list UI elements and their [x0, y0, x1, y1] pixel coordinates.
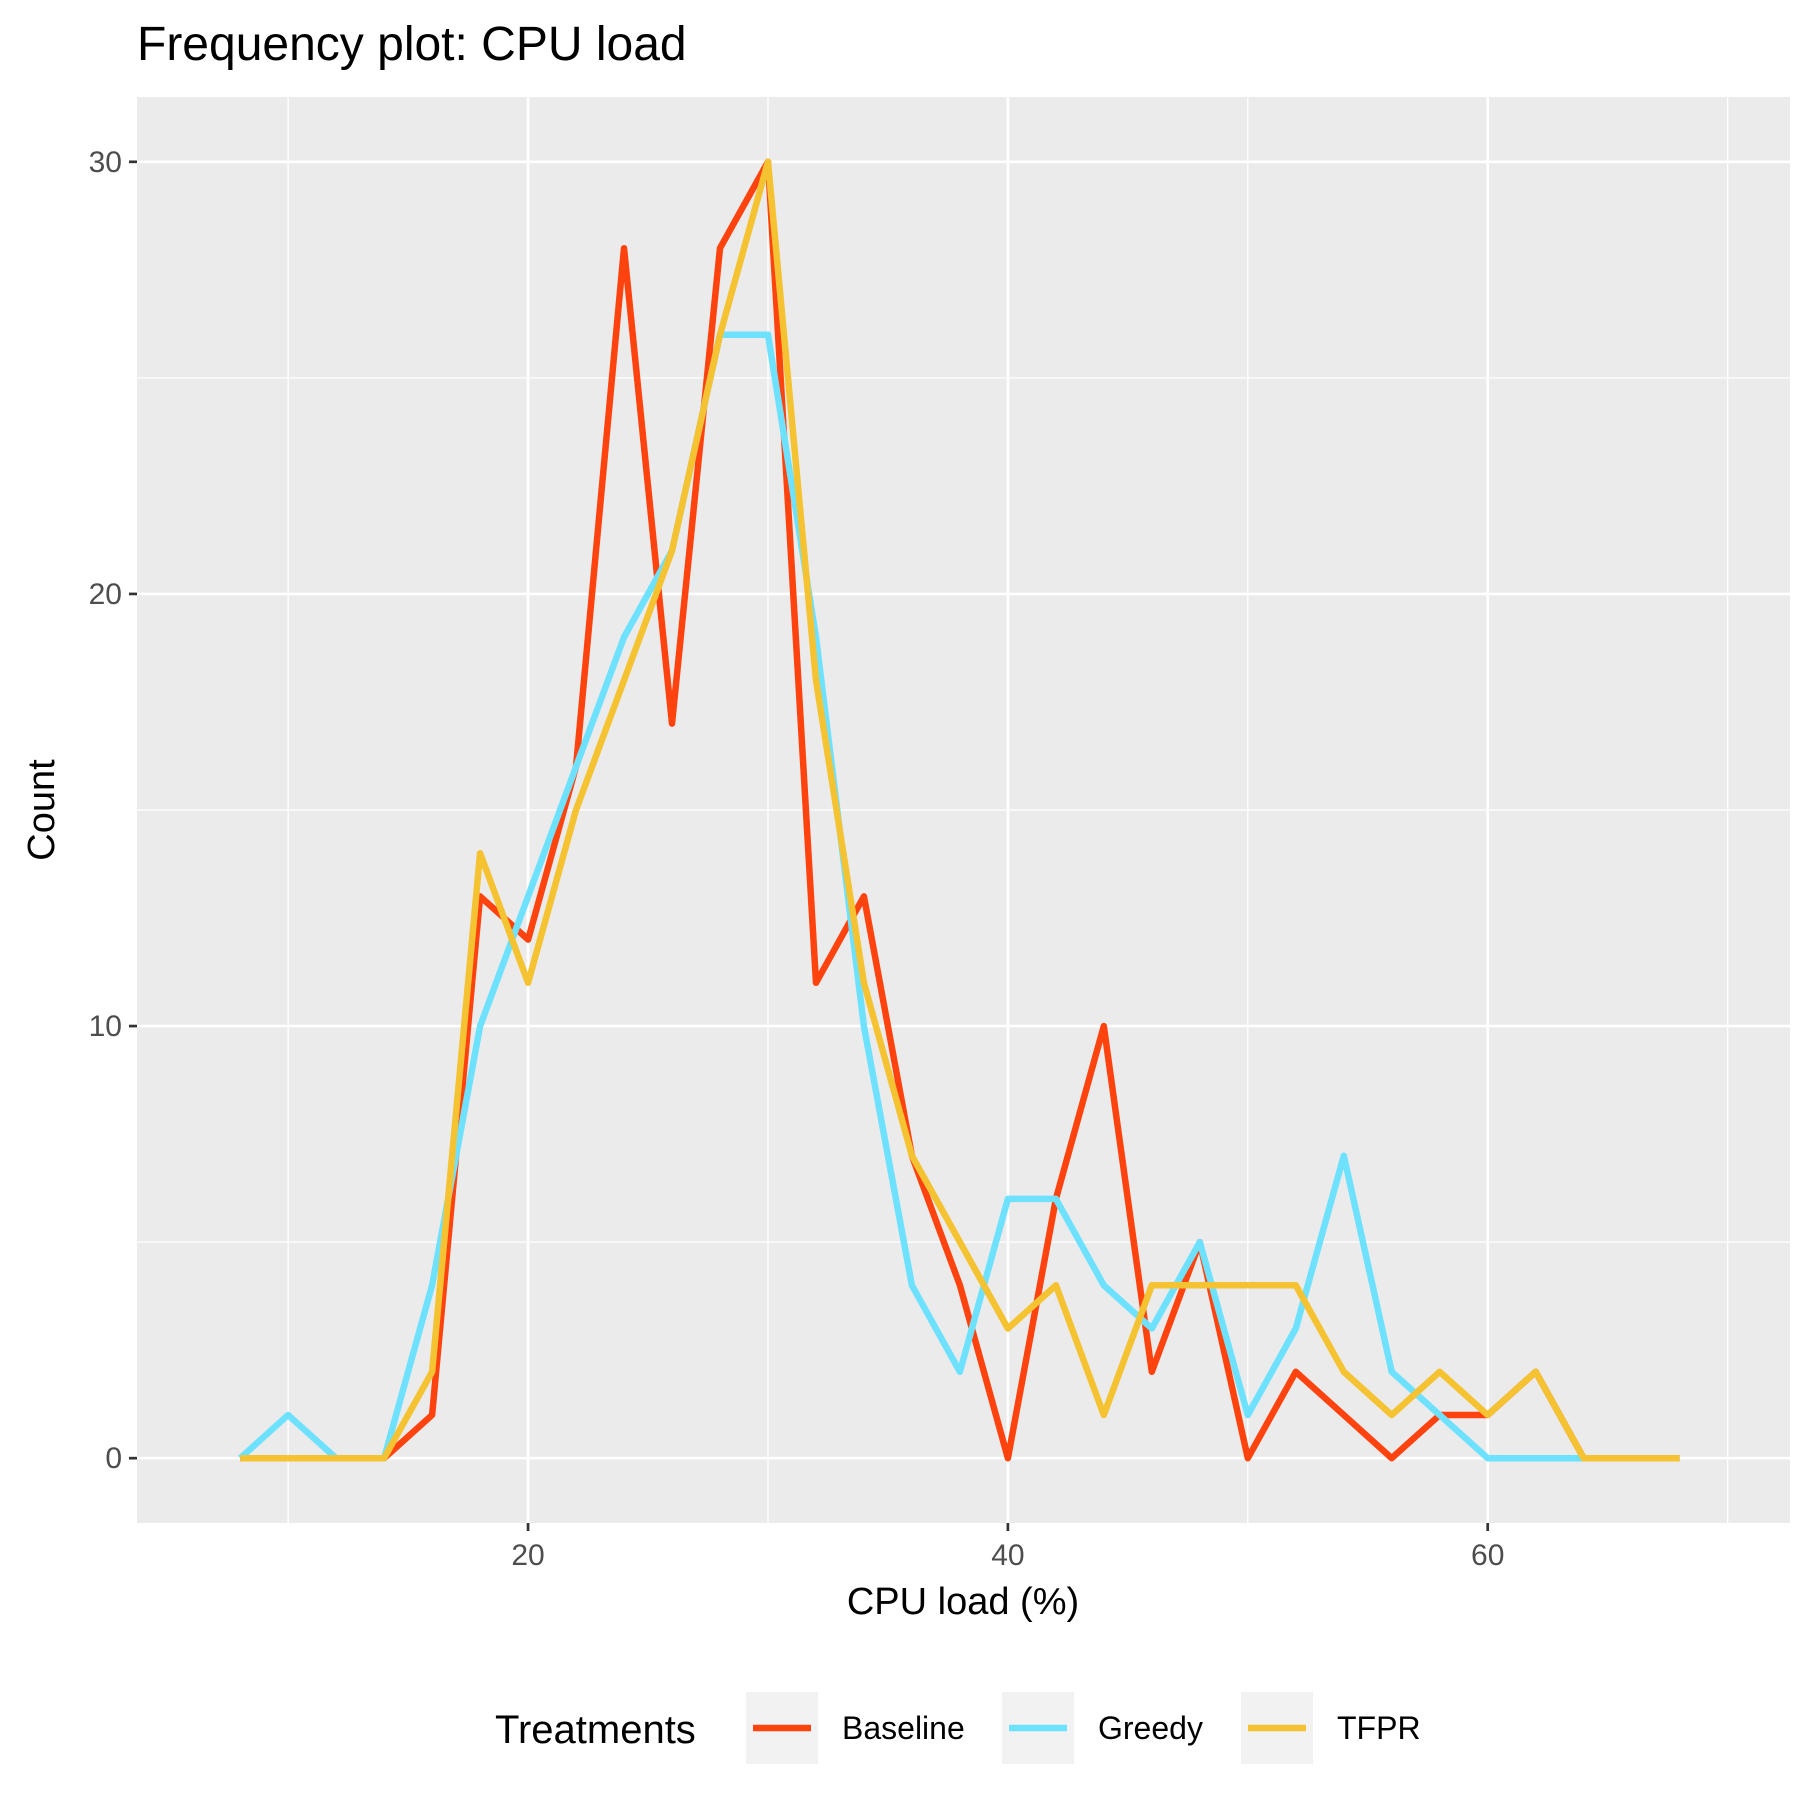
series-line-tfpr	[240, 158, 1680, 1462]
y-tick-label: 0	[105, 1442, 122, 1475]
y-tick-label: 30	[89, 146, 122, 179]
x-tick-label: 20	[511, 1539, 544, 1572]
y-tick-label: 20	[89, 578, 122, 611]
chart-title: Frequency plot: CPU load	[137, 18, 687, 71]
y-axis-title: Count	[21, 759, 63, 861]
legend-items: Baseline Greedy TFPR	[746, 1692, 1421, 1764]
legend-label-greedy: Greedy	[1098, 1710, 1203, 1746]
series-layer	[238, 158, 1680, 1462]
legend-label-baseline: Baseline	[842, 1710, 965, 1746]
series-line-greedy	[238, 331, 1680, 1462]
x-tick-label: 40	[991, 1539, 1024, 1572]
x-axis: 20 40 60	[511, 1523, 1504, 1572]
legend: Treatments Baseline Greedy TFPR	[495, 1692, 1421, 1764]
y-axis: 0 10 20 30	[89, 146, 137, 1475]
x-axis-title: CPU load (%)	[847, 1581, 1079, 1623]
x-tick-label: 60	[1471, 1539, 1504, 1572]
y-tick-label: 10	[89, 1010, 122, 1043]
legend-title: Treatments	[495, 1708, 696, 1752]
legend-label-tfpr: TFPR	[1337, 1710, 1421, 1746]
